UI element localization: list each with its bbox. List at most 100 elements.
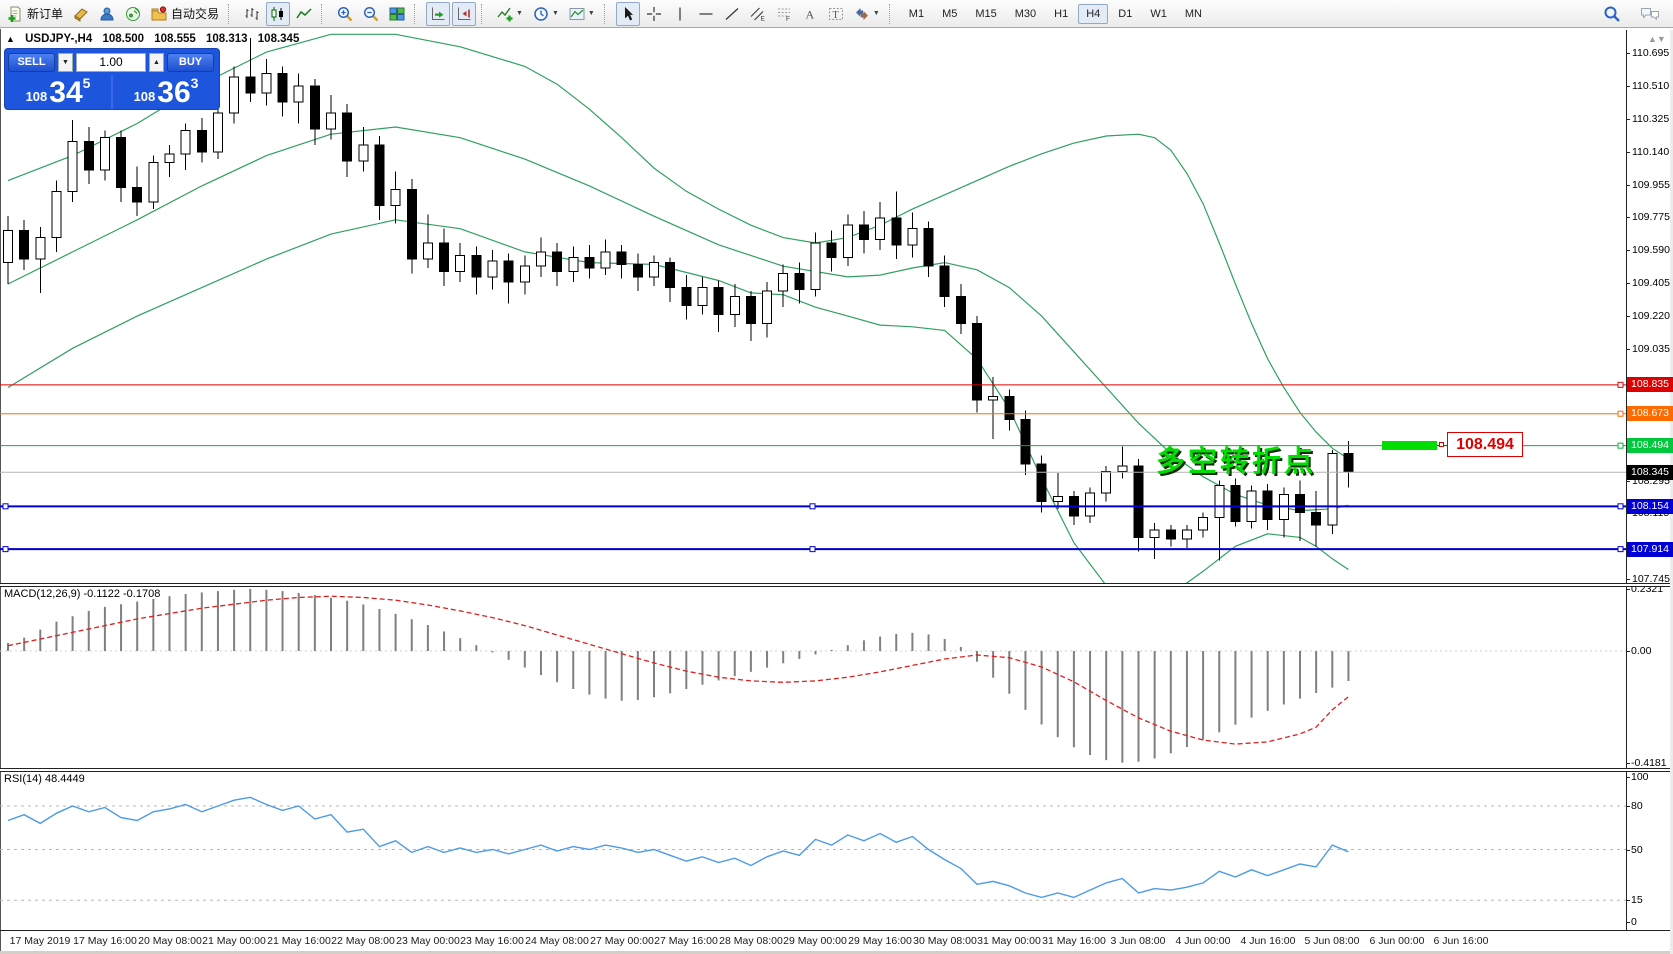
zoom-out-button[interactable] [359,2,383,26]
candlestick-chart-button[interactable] [266,1,291,26]
macd-tick [1626,589,1630,590]
candle [1149,529,1160,538]
zoom-in-icon [337,6,353,21]
community-icon [100,7,114,20]
line-chart-icon [296,7,312,18]
trendline-button[interactable] [720,2,744,26]
new-order-icon [8,6,21,22]
crosshair-button[interactable] [642,2,666,26]
timeframe-m5-button[interactable]: M5 [942,7,958,20]
text-icon: A [805,7,814,21]
line-handle [2,503,9,510]
macd-tick [1626,763,1630,764]
new-order-button[interactable]: 新订单 [3,2,67,26]
search-button[interactable] [1599,2,1625,26]
timeframe-m30-button[interactable]: M30 [1014,7,1037,20]
collapse-panel-icon[interactable]: ▲ [6,34,15,44]
cursor-button[interactable] [615,1,640,26]
candle [3,230,13,264]
fibonacci-button[interactable]: F [772,2,796,26]
horizontal-line-button[interactable] [694,2,718,26]
callout-handle[interactable] [1439,442,1444,447]
toolbar-grip[interactable] [481,3,486,24]
timeframe-h1-button[interactable]: H1 [1054,7,1069,20]
candle [439,242,450,273]
toolbar-grip[interactable] [414,3,419,24]
bar-chart-button[interactable] [240,2,264,26]
main-chart-canvas[interactable] [0,30,1626,583]
price-badge: 107.914 [1627,542,1673,557]
indicators-button[interactable]: ▼ [493,2,527,26]
line-handle [1617,503,1624,510]
text-label-button[interactable]: T [824,2,848,26]
buy-button[interactable]: BUY [167,52,214,72]
line-handle [1617,546,1624,553]
highlighted-level-segment[interactable] [1382,441,1437,450]
indicators-dropdown-caret[interactable]: ▼ [516,10,523,17]
time-axis-label: 21 May 00:00 [202,935,266,947]
window-right-edge [1670,30,1673,954]
quote-open: 108.500 [102,33,145,45]
periods-dropdown-caret[interactable]: ▼ [551,10,559,17]
timeframe-m1-button[interactable]: M1 [908,7,925,20]
channel-button[interactable]: E [746,2,770,26]
candle [67,140,78,192]
candle [972,322,982,401]
tile-windows-button[interactable] [385,2,409,26]
time-axis-label: 22 May 08:00 [331,935,395,947]
candle [1214,485,1225,519]
candle [762,290,773,324]
text-button[interactable]: A [798,2,822,26]
timeframe-d1-button[interactable]: D1 [1118,7,1133,20]
autotrading-button[interactable]: 自动交易 [147,2,223,26]
price-tick [1626,250,1630,251]
candle [794,272,805,290]
templates-button[interactable]: ▼ [565,2,599,26]
vertical-line-button[interactable] [668,2,692,26]
toolbar-grip[interactable] [603,3,609,24]
volume-input[interactable] [76,52,146,72]
macd-canvas[interactable] [0,587,1626,768]
candle [1295,494,1305,513]
sell-button[interactable]: SELL [8,52,55,72]
macd-panel-divider[interactable] [0,583,1673,587]
sell-price-sup: 5 [82,75,91,91]
time-axis-label: 30 May 08:00 [913,935,977,947]
chart-shift-button[interactable] [452,1,477,26]
volume-increase-button[interactable]: ▲ [149,52,164,72]
timeframe-m15-button[interactable]: M15 [975,7,997,20]
rsi-panel-divider[interactable] [0,768,1673,772]
templates-dropdown-caret[interactable]: ▼ [587,10,595,17]
volume-decrease-button[interactable]: ▼ [58,52,73,72]
rsi-label: RSI(14) 48.4449 [4,773,85,785]
profiles-button[interactable] [69,2,93,26]
candle [196,130,207,153]
arrows-dropdown-caret[interactable]: ▼ [872,10,880,17]
rsi-canvas[interactable] [0,772,1626,930]
line-chart-button[interactable] [292,2,316,26]
toolbar-grip[interactable] [321,3,326,24]
periods-button[interactable]: ▼ [529,2,563,26]
candle [326,112,336,130]
toolbar-grip[interactable] [228,3,233,24]
line-handle [809,546,816,553]
candle [390,188,401,207]
zoom-in-button[interactable] [333,2,357,26]
timeframe-h4-button[interactable]: H4 [1078,3,1109,24]
chart-nav-arrows[interactable]: ▲▼ [1648,34,1666,44]
timeframe-mn-button[interactable]: MN [1184,7,1202,20]
rsi-axis-label: 50 [1631,844,1643,856]
community-chat-button[interactable] [1636,2,1664,26]
candle [616,251,627,265]
auto-scroll-button[interactable] [426,1,451,26]
candle [261,73,272,94]
toolbar-grip[interactable] [888,3,894,24]
community-button[interactable] [95,2,119,26]
macd-axis-label: -0.4181 [1631,757,1667,769]
annotation-text[interactable]: 多空转折点 [1156,446,1317,478]
timeframe-w1-button[interactable]: W1 [1150,7,1167,20]
price-callout-label[interactable]: 108.494 [1447,432,1523,457]
time-axis-label: 31 May 16:00 [1042,935,1106,947]
arrows-button[interactable]: ▼ [850,2,884,26]
signals-button[interactable] [121,2,145,26]
